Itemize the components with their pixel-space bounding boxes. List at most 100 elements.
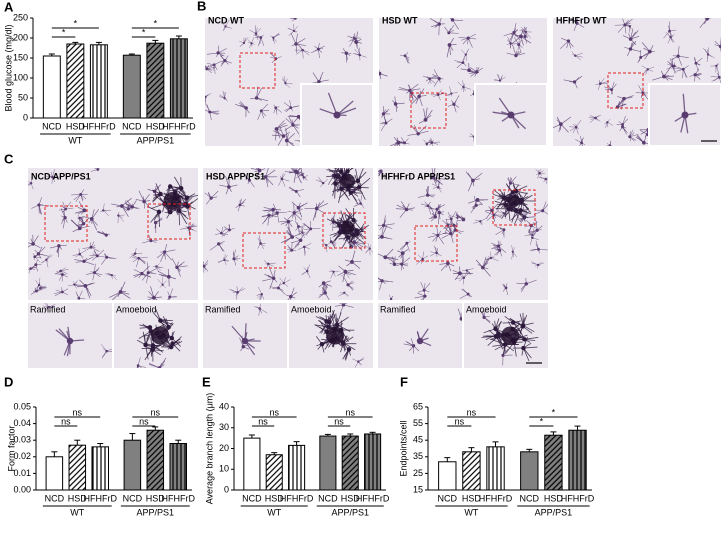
cell-body <box>335 323 339 327</box>
cell-body <box>394 102 398 106</box>
inset-label: Amoeboid <box>116 304 157 314</box>
bar <box>123 55 140 118</box>
cell-body <box>291 123 294 126</box>
cell-body <box>169 345 173 349</box>
panel-letter: C <box>4 151 14 166</box>
cell-body <box>210 196 213 199</box>
cell-body <box>157 210 161 214</box>
cell-body <box>317 48 320 51</box>
cell-body <box>609 144 612 147</box>
cell-body <box>137 364 140 367</box>
y-tick-label: 0.00 <box>13 484 31 494</box>
y-tick-label: 25 <box>413 468 423 478</box>
cell-body <box>161 284 163 286</box>
cell-body <box>294 17 297 20</box>
cell-body <box>629 25 631 27</box>
cell-body <box>255 96 258 99</box>
sig-label: * <box>74 18 78 28</box>
x-tick-label: HFHFrD <box>82 121 116 131</box>
cell-body <box>511 320 515 324</box>
cell-body <box>287 220 290 223</box>
y-axis-label: Average branch length (μm) <box>204 393 214 505</box>
cell-body <box>707 53 709 55</box>
cell-body <box>452 103 455 106</box>
cell-body <box>353 37 356 40</box>
cell-body <box>147 271 150 274</box>
inset-label: Amoeboid <box>291 304 332 314</box>
cell-body <box>509 207 513 211</box>
cell-body <box>105 350 108 353</box>
cell-body <box>541 209 544 212</box>
cell-body <box>34 263 37 266</box>
cell-body <box>242 338 248 344</box>
image-title: NCD WT <box>208 15 244 25</box>
cell-body <box>524 35 527 38</box>
y-tick-label: 40 <box>219 401 229 411</box>
y-tick-label: 35 <box>413 451 423 461</box>
cell-body <box>621 123 624 126</box>
bar <box>147 43 164 118</box>
cell-body <box>424 118 428 122</box>
cell-body <box>715 65 717 67</box>
cell-body <box>175 266 178 269</box>
cell-body <box>120 204 124 208</box>
cell-body <box>467 37 470 40</box>
cell-body <box>493 327 497 331</box>
cell-body <box>401 251 405 255</box>
sig-label: ns <box>334 416 344 426</box>
cell-body <box>450 217 453 220</box>
cell-process <box>372 74 379 77</box>
cell-body <box>412 344 415 347</box>
cell-body <box>61 291 64 294</box>
cell-body <box>59 270 62 273</box>
bar <box>266 455 282 490</box>
cell-body <box>676 55 679 58</box>
cell-body <box>82 260 85 263</box>
cell-body <box>64 208 67 211</box>
y-tick-label: 0 <box>224 484 229 494</box>
cell-body <box>490 257 492 259</box>
y-tick-label: 55 <box>413 418 423 428</box>
sig-label: ns <box>345 407 355 417</box>
y-tick-label: 0.04 <box>13 418 31 428</box>
cell-body <box>277 286 280 289</box>
cell-body <box>447 31 450 34</box>
x-tick-label: NCD <box>520 493 540 503</box>
cell-body <box>39 287 42 290</box>
cell-body <box>450 92 452 94</box>
cell-body <box>242 345 245 348</box>
cell-body <box>345 272 347 274</box>
cell-body <box>436 234 439 237</box>
cell-body <box>223 59 226 62</box>
group-label: APP/PS1 <box>137 135 175 145</box>
group-label: WT <box>68 135 82 145</box>
cell-body <box>354 229 358 233</box>
cell-body <box>481 266 485 270</box>
group-label: WT <box>70 507 84 517</box>
cell-body <box>400 263 403 266</box>
cell-body <box>471 179 475 183</box>
bar <box>342 436 358 490</box>
y-tick-label: 200 <box>13 32 28 42</box>
cell-body <box>322 281 326 285</box>
cell-body <box>290 249 293 252</box>
x-tick-label: NCD <box>45 493 65 503</box>
cell-body <box>343 292 345 294</box>
sig-label: ns <box>269 407 279 417</box>
bar <box>521 452 538 490</box>
cell-body <box>503 228 506 231</box>
sig-label: ns <box>455 416 465 426</box>
y-tick-label: 30 <box>219 422 229 432</box>
inset-label: Ramified <box>380 304 416 314</box>
inset-label: Ramified <box>30 304 66 314</box>
cell-body <box>223 97 225 99</box>
panel-letter: B <box>197 0 206 13</box>
cell-process <box>295 13 296 19</box>
cell-body <box>573 80 576 83</box>
cell-body <box>642 141 646 145</box>
cell-body <box>206 67 209 70</box>
x-tick-label: HFHFrD <box>479 493 513 503</box>
amoeboid-core <box>326 327 344 345</box>
bar <box>170 39 187 118</box>
